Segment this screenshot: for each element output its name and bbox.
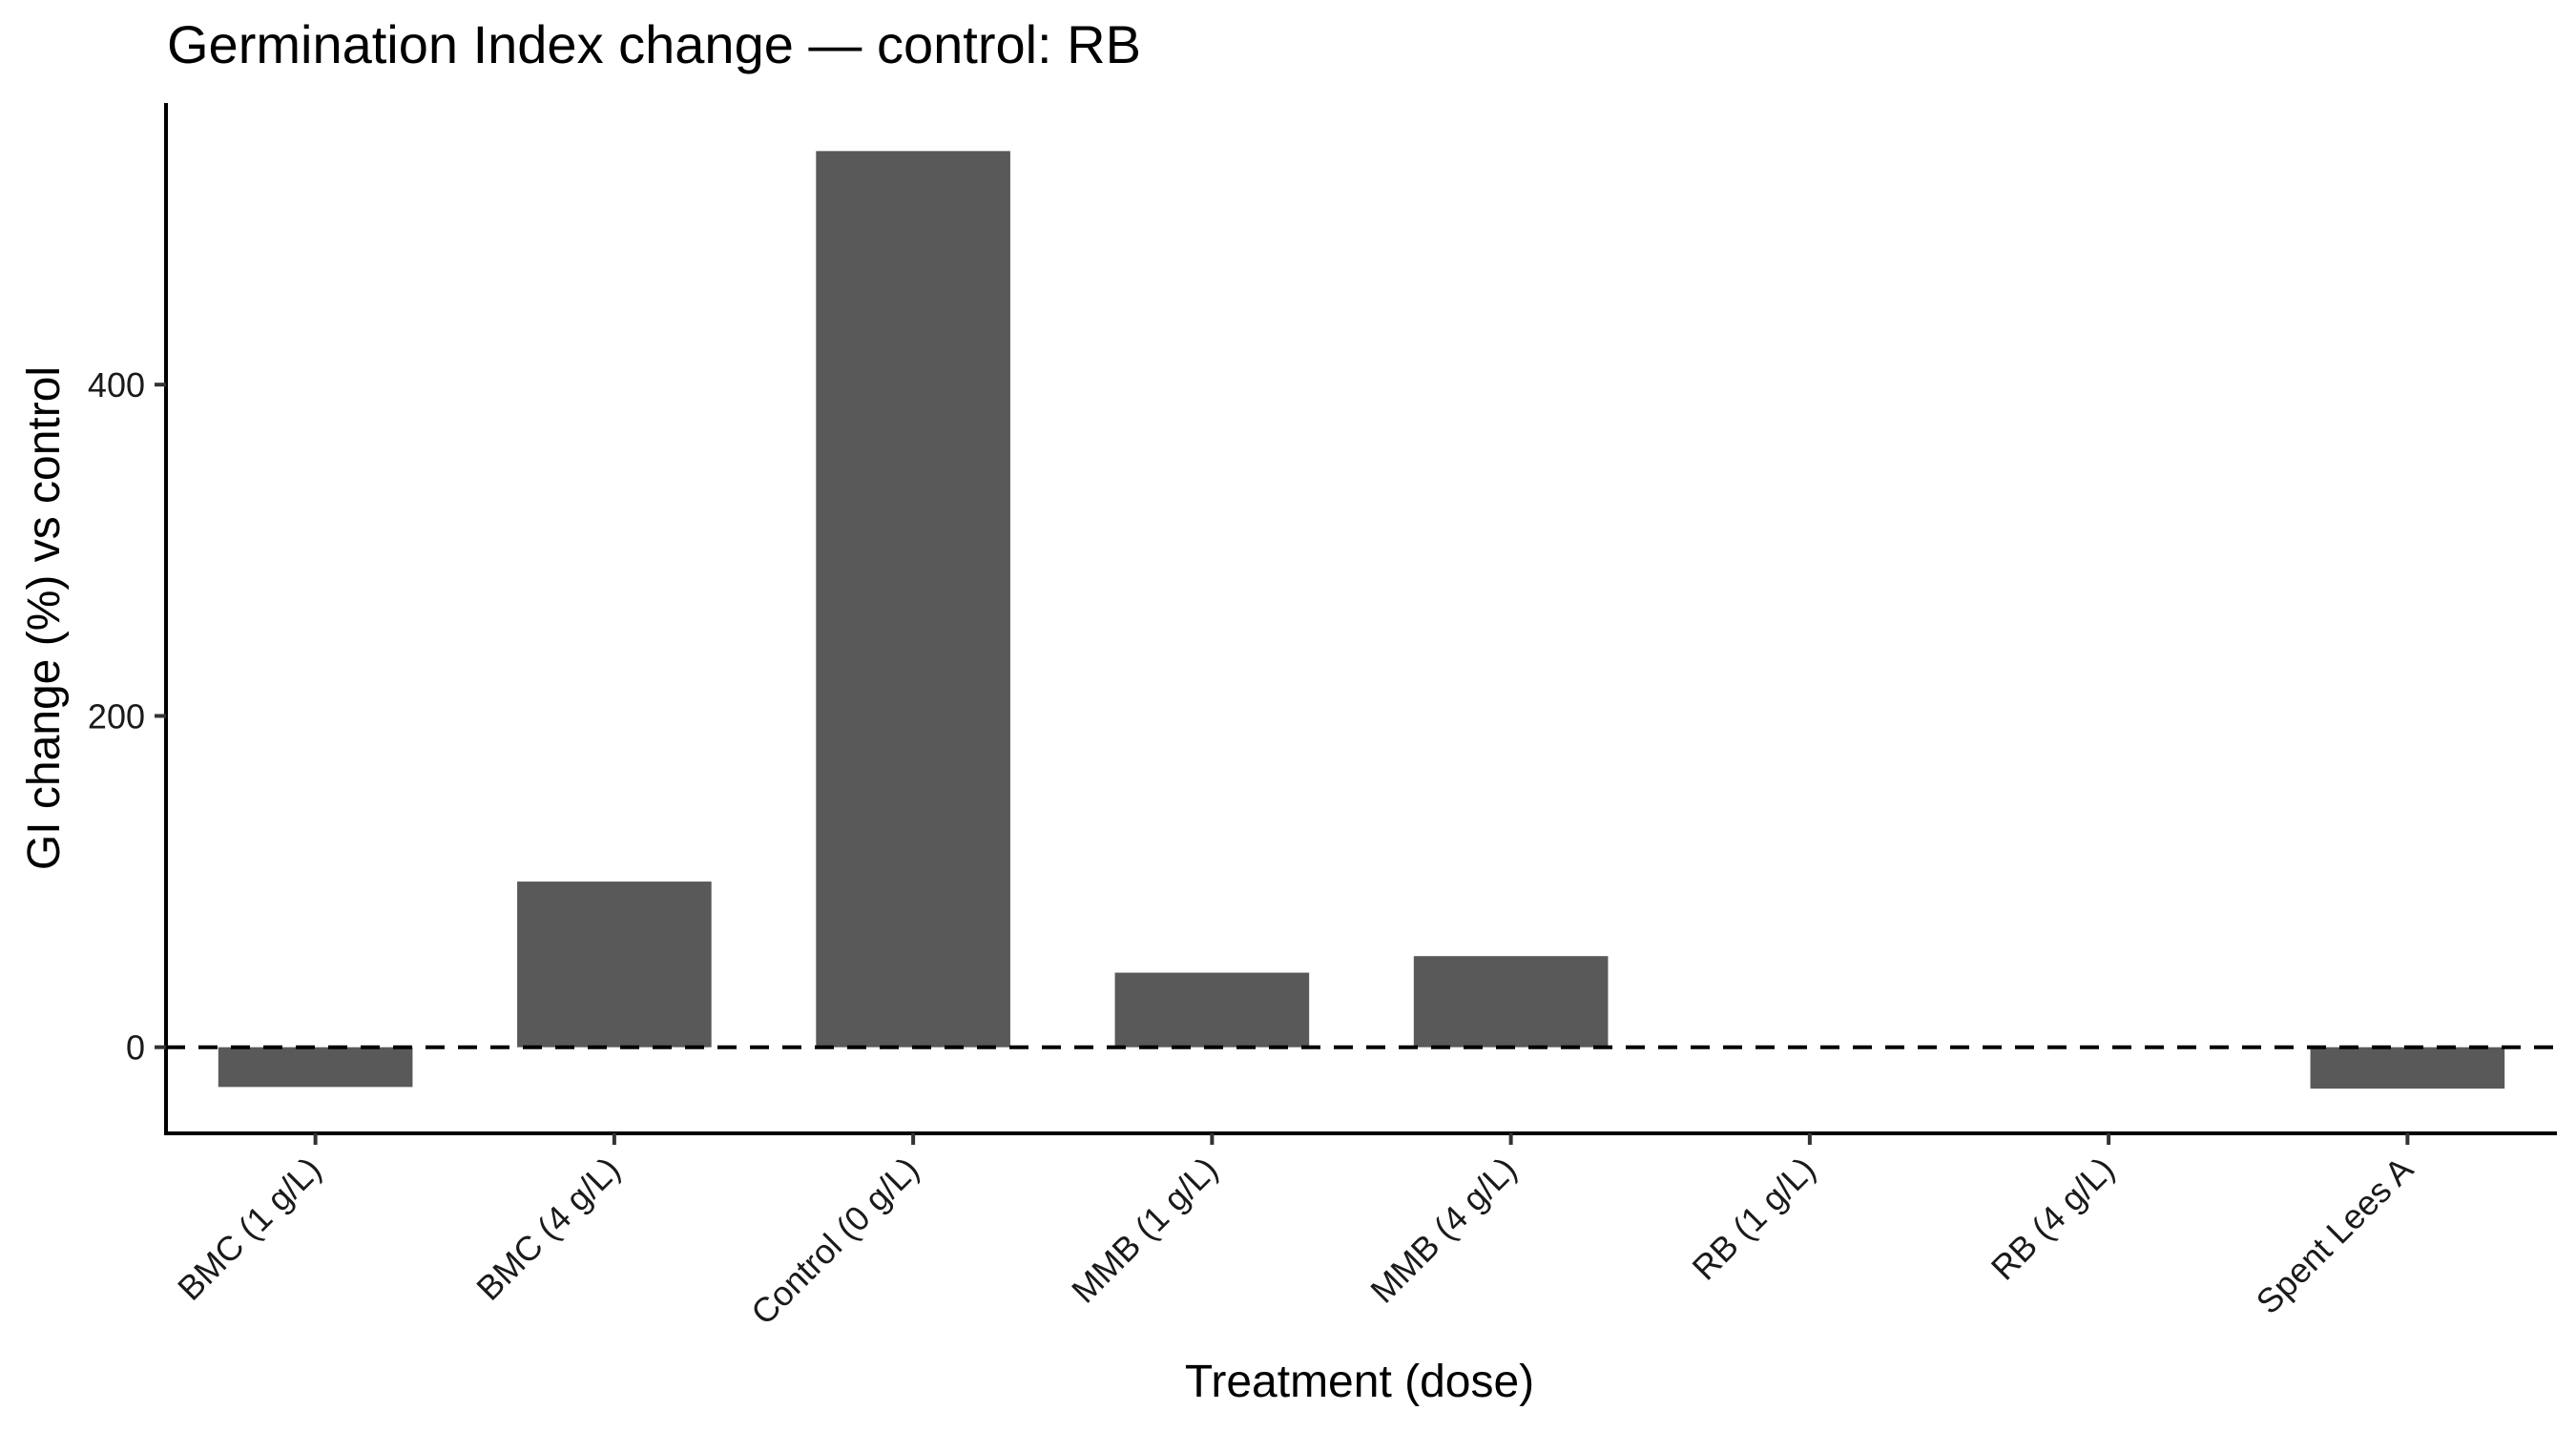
x-tick-label: BMC (1 g/L): [170, 1150, 328, 1308]
y-axis-label: GI change (%) vs control: [19, 366, 70, 870]
bar: [218, 1047, 413, 1088]
x-tick-label: Spent Lees A: [2249, 1150, 2420, 1321]
y-tick-label: 400: [88, 365, 145, 404]
bar: [2310, 1047, 2505, 1089]
x-tick-label: MMB (1 g/L): [1064, 1150, 1225, 1311]
x-ticks: BMC (1 g/L) BMC (4 g/L) Control (0 g/L) MMB…: [170, 1133, 2420, 1332]
x-tick-label: RB (1 g/L): [1685, 1150, 1823, 1288]
bar: [816, 151, 1010, 1047]
x-tick-label: MMB (4 g/L): [1362, 1150, 1524, 1311]
bar: [517, 881, 712, 1047]
bar: [1413, 956, 1609, 1047]
x-tick-label: BMC (4 g/L): [468, 1150, 627, 1308]
bars-layer: [218, 151, 2505, 1089]
x-tick-label: RB (4 g/L): [1984, 1150, 2122, 1288]
chart-title: Germination Index change — control: RB: [167, 14, 1141, 74]
y-ticks: 0 200 400: [88, 365, 166, 1068]
x-axis-label: Treatment (dose): [1185, 1357, 1534, 1407]
y-tick-label: 0: [126, 1028, 145, 1068]
bar: [1114, 972, 1310, 1047]
x-tick-label: Control (0 g/L): [743, 1150, 926, 1333]
y-tick-label: 200: [88, 696, 145, 736]
